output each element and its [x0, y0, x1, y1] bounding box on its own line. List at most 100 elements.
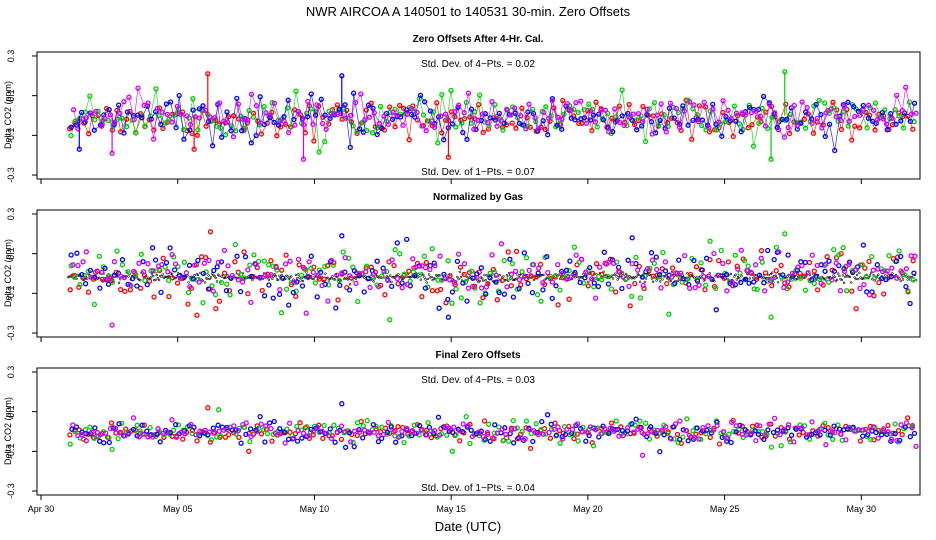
normalized-point	[223, 276, 227, 279]
data-point	[413, 264, 419, 270]
data-point	[138, 251, 144, 257]
data-point	[814, 115, 821, 122]
data-point	[258, 131, 265, 137]
data-point	[227, 292, 233, 298]
data-point	[130, 415, 137, 421]
outlier-point	[76, 146, 82, 152]
data-point	[200, 299, 206, 306]
data-point	[710, 106, 716, 112]
data-point	[364, 263, 370, 269]
data-point	[276, 291, 283, 298]
data-point	[870, 424, 876, 430]
data-point	[829, 277, 835, 283]
data-point	[874, 262, 880, 268]
data-point	[489, 435, 496, 441]
normalized-point	[658, 280, 662, 283]
data-point	[548, 426, 555, 432]
data-point	[676, 257, 682, 263]
data-point	[160, 125, 166, 132]
data-point	[532, 115, 538, 121]
data-point	[176, 92, 182, 99]
panel-normalized-by-gas: Normalized by Gas Delta CO2 (ppm) 0.30.1…	[3, 192, 921, 342]
data-point	[239, 116, 246, 122]
data-point	[356, 271, 362, 277]
outlier-point	[246, 448, 252, 454]
data-point	[738, 129, 744, 135]
data-point	[370, 421, 377, 428]
data-point	[342, 444, 349, 450]
data-point	[224, 119, 231, 125]
normalized-point	[153, 279, 156, 282]
data-point	[526, 267, 532, 274]
data-point	[496, 110, 502, 117]
data-point	[833, 114, 839, 120]
x-axis-label: Date (UTC)	[435, 519, 501, 534]
data-point	[174, 103, 180, 110]
data-point	[797, 275, 804, 281]
data-point	[391, 429, 397, 435]
data-point	[67, 287, 73, 293]
normalized-point	[299, 279, 302, 282]
data-point	[621, 122, 627, 129]
data-point	[875, 435, 881, 441]
data-point	[519, 105, 525, 111]
normalized-point	[162, 276, 166, 280]
normalized-point	[906, 278, 909, 281]
data-point	[733, 118, 739, 124]
data-point	[441, 137, 447, 143]
normalized-point	[670, 271, 674, 274]
data-point	[526, 426, 532, 433]
data-point	[676, 124, 683, 131]
data-point	[109, 279, 116, 285]
data-point	[818, 262, 824, 268]
normalized-point	[330, 276, 333, 280]
data-point	[600, 117, 607, 123]
data-point	[247, 262, 253, 268]
data-point	[126, 430, 132, 436]
normalized-point	[661, 278, 664, 281]
data-point	[770, 429, 777, 436]
data-point	[491, 430, 497, 436]
data-point	[224, 109, 230, 115]
data-point	[898, 253, 904, 260]
normalized-point	[409, 275, 412, 279]
data-point	[200, 103, 206, 109]
data-point	[397, 251, 403, 257]
data-point	[616, 103, 623, 109]
data-point	[620, 432, 626, 439]
normalized-point	[542, 273, 545, 277]
data-point	[212, 291, 219, 298]
data-point	[695, 118, 702, 125]
data-point	[404, 425, 410, 432]
data-point	[107, 112, 114, 118]
data-point	[262, 439, 268, 445]
data-point	[624, 428, 631, 434]
data-point	[595, 283, 602, 290]
data-point	[406, 268, 412, 274]
data-point	[232, 241, 238, 248]
data-point	[151, 127, 157, 133]
data-point	[410, 256, 416, 262]
data-point	[487, 275, 493, 281]
data-point	[803, 434, 810, 440]
normalized-point	[833, 275, 836, 279]
normalized-point	[668, 279, 671, 282]
data-point	[153, 86, 159, 92]
data-point	[78, 109, 85, 116]
data-point	[422, 264, 429, 271]
y-axis-ticks: 0.30.1-0.1-0.3	[6, 366, 37, 499]
data-point	[907, 118, 913, 125]
data-point	[83, 249, 89, 255]
data-point	[400, 122, 406, 128]
data-point	[685, 276, 691, 282]
data-point	[857, 285, 863, 292]
data-point	[196, 115, 202, 121]
data-point	[644, 433, 650, 440]
data-point	[438, 113, 444, 119]
data-point	[564, 426, 570, 432]
normalized-point	[400, 277, 404, 281]
data-point	[437, 253, 443, 259]
data-point	[412, 114, 418, 120]
data-point	[354, 432, 360, 439]
data-point	[333, 305, 339, 311]
